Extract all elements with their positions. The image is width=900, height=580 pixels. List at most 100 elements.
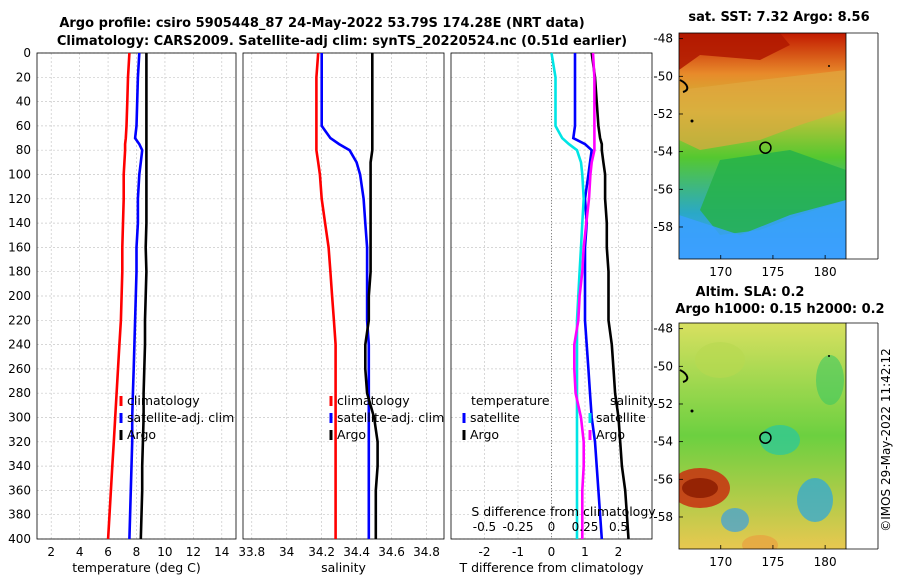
legend-label: satellite-adj. clim	[127, 410, 234, 425]
x-tick-label: -1	[512, 545, 524, 559]
map-y-tick-label: -56	[653, 182, 673, 196]
y-tick-label: 400	[8, 532, 31, 546]
x-tick-label: 34.6	[378, 545, 405, 559]
sst-map: sat. SST: 7.32 Argo: 8.56 170 175 180 -48 -5…	[653, 10, 879, 279]
legend-label: Argo	[596, 427, 625, 442]
y-tick-label: 160	[8, 240, 31, 254]
map-x-tick-label: 170	[709, 555, 732, 569]
x-tick-label: 34	[279, 545, 294, 559]
profile-panel-temperature: 0 20 40 60 80 100 120 140 160 180 200 220 240 260 280 3…	[8, 46, 237, 575]
panel-frame	[242, 52, 445, 540]
x2-tick-label: 0.5	[609, 520, 628, 534]
sla-high-patch	[742, 535, 778, 549]
sla-island-marker	[828, 355, 830, 357]
sla-coastline	[679, 369, 689, 383]
x-tick-label: 34.4	[343, 545, 370, 559]
map-x-tick-label: 175	[761, 265, 784, 279]
sla-low-patch	[721, 508, 749, 532]
x2-axis-label: S difference from climatology	[471, 504, 656, 519]
profile-panel-salinity: 33.8 34 34.2 34.4 34.6 34.8 salinity climatolog…	[238, 52, 445, 575]
x-tick-label: 33.8	[238, 545, 265, 559]
map-x-tick-label: 180	[814, 555, 837, 569]
map-x-tick-label: 180	[814, 265, 837, 279]
sst-cool-patch	[679, 200, 846, 259]
x-tick-label: 10	[157, 545, 172, 559]
sst-mid-patch	[679, 70, 846, 150]
map-y-tick-label: -48	[653, 32, 673, 46]
sst-coastline	[679, 79, 689, 93]
sla-map-title-line1: Altim. SLA: 0.2	[696, 285, 805, 300]
x-axis-label: temperature (deg C)	[72, 560, 201, 575]
y-tick-label: 80	[16, 143, 31, 157]
series-line-t-argo	[590, 52, 630, 540]
argo-float-marker	[759, 431, 772, 444]
y-tick-label: 100	[8, 168, 31, 182]
series-line-s-argo	[572, 52, 596, 539]
x-tick-label: 8	[133, 545, 141, 559]
sla-low-patch	[797, 478, 833, 522]
legend-label: satellite-adj. clim	[337, 410, 444, 425]
series-line-s-satellite	[550, 52, 586, 539]
y-tick-label: 240	[8, 338, 31, 352]
argo-float-marker	[759, 141, 772, 154]
legend-title: temperature	[471, 393, 550, 408]
sla-low-patch	[760, 425, 800, 455]
legend-title: salinity	[610, 393, 655, 408]
x2-tick-label: -0.5	[473, 520, 496, 534]
map-y-tick-label: -56	[653, 472, 673, 486]
x-tick-label: 12	[186, 545, 201, 559]
grid	[243, 52, 444, 540]
y-tick-label: 320	[8, 435, 31, 449]
map-y-tick-label: -54	[653, 145, 673, 159]
map-y-tick-label: -50	[653, 69, 673, 83]
map-y-tick-label: -58	[653, 220, 673, 234]
y-tick-label: 180	[8, 265, 31, 279]
x-tick-label: 0	[548, 545, 556, 559]
x-tick-label: -2	[479, 545, 491, 559]
y-tick-label: 360	[8, 483, 31, 497]
sst-warm-patch	[679, 33, 790, 70]
series-line-satellite-adj-clim	[128, 52, 144, 540]
legend-label: Argo	[337, 427, 366, 442]
y-tick-label: 280	[8, 386, 31, 400]
x-tick-label: 14	[214, 545, 229, 559]
legend-label: Argo	[127, 427, 156, 442]
sla-map-frame	[678, 322, 847, 550]
y-tick-label: 20	[16, 70, 31, 84]
map-x-tick-label: 170	[709, 265, 732, 279]
map-y-tick-label: -48	[653, 322, 673, 336]
sla-map-title-line2: Argo h1000: 0.15 h2000: 0.2	[675, 302, 884, 317]
figure-title-line1: Argo profile: csiro 5905448_87 24-May-20…	[59, 16, 584, 31]
profile-panel-difference: -2 -1 0 1 2T difference from climatology -0.5…	[450, 52, 656, 575]
x-tick-label: 2	[615, 545, 623, 559]
map-y-tick-label: -52	[653, 107, 673, 121]
x-tick-label: 34.8	[413, 545, 440, 559]
panel-frame	[36, 52, 237, 540]
legend-label: Argo	[470, 427, 499, 442]
figure-title-line2: Climatology: CARS2009. Satellite-adj cli…	[57, 34, 627, 49]
map-y-tick-label: -58	[653, 510, 673, 524]
sst-map-frame	[678, 32, 847, 260]
x-axis-label: T difference from climatology	[458, 560, 644, 575]
map-y-tick-label: -52	[653, 397, 673, 411]
sst-green-patch	[700, 150, 846, 235]
map-y-tick-label: -54	[653, 435, 673, 449]
series-line-climatology	[315, 52, 337, 539]
x2-tick-label: 0	[548, 520, 556, 534]
x-tick-label: 34.2	[308, 545, 335, 559]
y-tick-label: 140	[8, 216, 31, 230]
x-tick-label: 2	[47, 545, 55, 559]
y-tick-label: 260	[8, 362, 31, 376]
series-line-argo	[139, 53, 148, 540]
y-tick-label: 0	[23, 46, 31, 60]
map-x-tick-label: 175	[761, 555, 784, 569]
x-axis-label: salinity	[321, 560, 366, 575]
y-tick-label: 60	[16, 119, 31, 133]
map-y-tick-label: -50	[653, 359, 673, 373]
series-line-satellite-adj-clim	[320, 53, 371, 539]
series-line-argo	[363, 53, 379, 539]
y-tick-label: 200	[8, 289, 31, 303]
x-tick-label: 1	[581, 545, 589, 559]
legend-label: satellite	[596, 410, 646, 425]
